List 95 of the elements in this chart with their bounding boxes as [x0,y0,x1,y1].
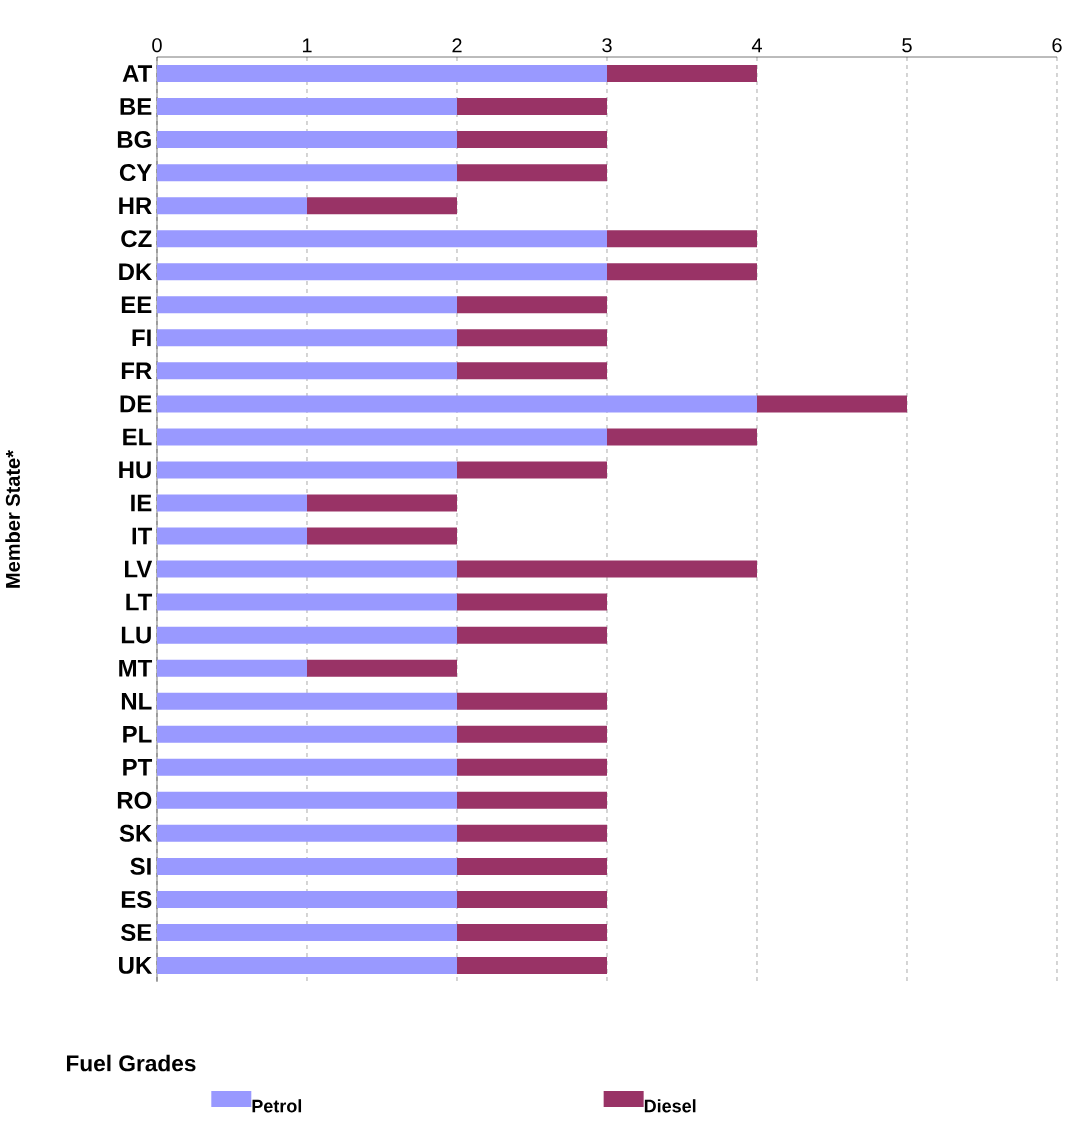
bar [457,329,607,347]
y-tick-label: DK [119,263,153,280]
bar [457,824,607,842]
y-tick-label: IE [131,494,152,512]
bar [157,362,457,380]
x-tick-label: 6 [1052,38,1062,53]
bar [457,560,757,578]
bar [157,296,457,314]
bar [307,659,457,677]
bar [157,527,307,545]
legend-title: Fuel Grades [66,1054,196,1072]
bar [157,263,607,281]
y-tick-label: FR [121,362,152,380]
y-tick-label: EE [121,296,152,314]
bar [157,890,457,908]
bar [157,956,457,974]
bar [457,98,607,116]
bar [157,197,307,215]
bar [757,395,907,413]
bar [157,923,457,941]
y-tick-label: LV [125,560,153,578]
y-tick-label: HU [119,461,151,479]
bar [307,527,457,545]
y-axis-title: Member State* [5,450,20,588]
y-tick-label: FI [132,329,151,347]
legend-label: Petrol [252,1099,302,1113]
bar [157,494,307,512]
bar [457,857,607,875]
bar [457,626,607,644]
bar [157,692,457,710]
bar [607,65,757,83]
y-tick-label: EL [123,428,152,446]
y-tick-label: LU [121,626,151,644]
y-tick-label: SK [119,824,153,842]
y-tick-label: AT [122,65,153,82]
bar [457,692,607,710]
bar [157,65,607,83]
y-tick-label: ES [121,890,152,908]
bar [457,890,607,908]
bar [157,131,457,149]
bar [607,263,757,281]
bar [607,428,757,446]
y-tick-label: NL [121,692,152,710]
bar [457,758,607,776]
y-tick-label: HR [119,197,152,214]
y-tick-label: LT [126,593,153,611]
y-tick-label: DE [120,395,152,413]
bar [157,98,457,116]
y-tick-label: BE [120,98,152,115]
x-tick-label: 0 [152,38,162,53]
bar [157,824,457,842]
bar [457,164,607,182]
x-tick-label: 4 [751,38,762,53]
bar [157,560,457,578]
y-tick-label: CY [119,164,152,182]
bar [457,725,607,743]
legend-label: Diesel [644,1099,696,1113]
bar [157,725,457,743]
bar [157,857,457,875]
bar [157,329,457,347]
bar [457,956,607,974]
x-tick-label: 3 [602,38,612,53]
bar [157,230,607,248]
bar [457,131,607,149]
bar [457,593,607,611]
y-tick-label: IT [132,527,153,545]
x-tick-label: 5 [902,38,912,53]
bar [157,461,457,479]
x-tick-label: 2 [452,38,462,53]
y-tick-label: SE [120,923,152,941]
bar [157,593,457,611]
bar [457,923,607,941]
bar [307,494,457,512]
y-tick-label: PL [123,725,152,743]
bar [157,758,457,776]
bar [457,296,607,314]
y-tick-label: SI [130,857,151,875]
bar [157,659,307,677]
bar [607,230,757,248]
y-tick-label: BG [117,131,151,149]
bar [157,791,457,809]
bar [157,395,757,413]
x-tick-label: 1 [302,38,312,53]
y-tick-label: UK [119,957,153,974]
bar [307,197,457,215]
bar [457,362,607,380]
y-tick-label: CZ [121,230,152,248]
bar [157,626,457,644]
y-tick-label: PT [123,759,153,776]
bar [157,428,607,446]
y-tick-label: RO [117,791,152,809]
bar [457,461,607,479]
y-tick-label: MT [119,659,153,677]
bar [157,164,457,182]
bar [457,791,607,809]
